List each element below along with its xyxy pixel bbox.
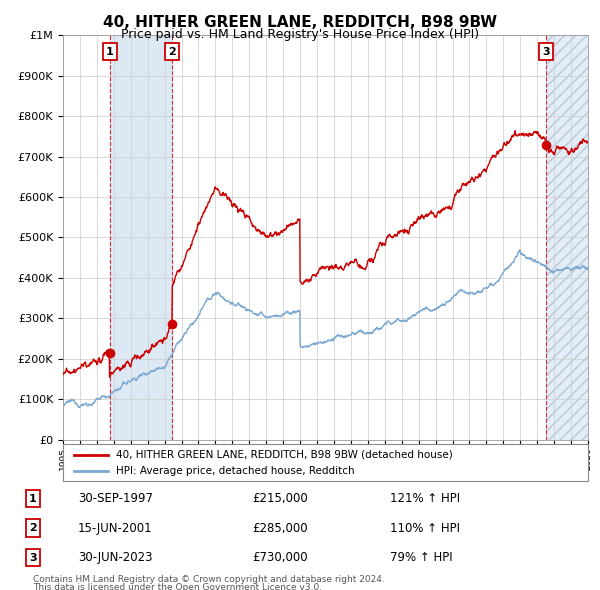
Bar <box>110 35 172 440</box>
Text: 121% ↑ HPI: 121% ↑ HPI <box>390 492 460 505</box>
Text: 40, HITHER GREEN LANE, REDDITCH, B98 9BW (detached house): 40, HITHER GREEN LANE, REDDITCH, B98 9BW… <box>115 450 452 460</box>
Bar <box>545 35 588 440</box>
Text: 40, HITHER GREEN LANE, REDDITCH, B98 9BW: 40, HITHER GREEN LANE, REDDITCH, B98 9BW <box>103 15 497 30</box>
Text: £285,000: £285,000 <box>252 522 308 535</box>
Bar <box>545 35 588 440</box>
Text: 15-JUN-2001: 15-JUN-2001 <box>78 522 152 535</box>
Text: 3: 3 <box>542 47 550 57</box>
Text: 30-SEP-1997: 30-SEP-1997 <box>78 492 153 505</box>
Text: 2: 2 <box>29 523 37 533</box>
Text: Contains HM Land Registry data © Crown copyright and database right 2024.: Contains HM Land Registry data © Crown c… <box>33 575 385 584</box>
Text: £215,000: £215,000 <box>252 492 308 505</box>
Text: 30-JUN-2023: 30-JUN-2023 <box>78 551 152 564</box>
Text: This data is licensed under the Open Government Licence v3.0.: This data is licensed under the Open Gov… <box>33 582 322 590</box>
Text: 1: 1 <box>106 47 113 57</box>
Text: £730,000: £730,000 <box>252 551 308 564</box>
Text: 110% ↑ HPI: 110% ↑ HPI <box>390 522 460 535</box>
Text: 3: 3 <box>29 553 37 562</box>
Text: 79% ↑ HPI: 79% ↑ HPI <box>390 551 452 564</box>
Text: 2: 2 <box>169 47 176 57</box>
Text: Price paid vs. HM Land Registry's House Price Index (HPI): Price paid vs. HM Land Registry's House … <box>121 28 479 41</box>
Text: 1: 1 <box>29 494 37 503</box>
Text: HPI: Average price, detached house, Redditch: HPI: Average price, detached house, Redd… <box>115 466 354 476</box>
